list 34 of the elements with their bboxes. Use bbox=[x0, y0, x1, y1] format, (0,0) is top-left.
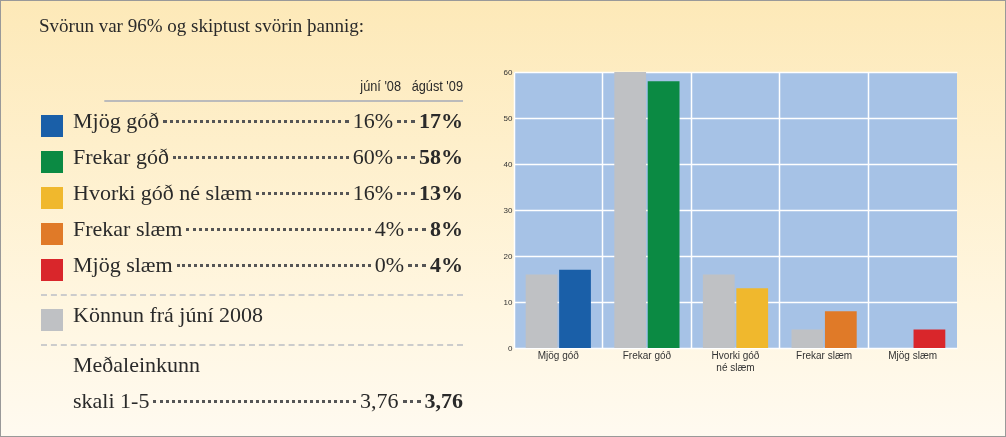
category-label: Mjög góð bbox=[73, 108, 160, 133]
text: skali 1-5 bbox=[73, 388, 150, 414]
category-label: Frekar slæm bbox=[73, 216, 183, 241]
y-tick-label: 0 bbox=[508, 343, 514, 353]
text: Svörun var 96% og skiptust svörin þannig: bbox=[39, 15, 365, 37]
text: 4% bbox=[430, 252, 463, 278]
text: 8% bbox=[430, 216, 463, 242]
x-tick-label: Frekar slæm bbox=[796, 349, 853, 361]
text: 60% bbox=[352, 144, 393, 170]
text: 13% bbox=[419, 180, 463, 206]
x-tick-label: Mjög góð bbox=[537, 349, 580, 361]
text: 4% bbox=[374, 216, 404, 242]
text: 58% bbox=[419, 144, 463, 170]
text: Meðaleinkunn bbox=[73, 352, 201, 378]
x-tick-label: Mjög slæm bbox=[888, 349, 938, 361]
y-tick-label: 60 bbox=[503, 67, 514, 77]
category-label: Frekar góð bbox=[73, 144, 169, 169]
text: 17% bbox=[419, 108, 463, 134]
category-label: Hvorki góð né slæm bbox=[73, 180, 253, 205]
category-label: Mjög slæm bbox=[73, 252, 173, 277]
text: 3,76 bbox=[424, 388, 463, 414]
y-tick-label: 20 bbox=[503, 251, 514, 261]
y-tick-label: 40 bbox=[503, 159, 514, 169]
legend-label: Könnun frá júní 2008 bbox=[73, 302, 264, 328]
text: 0% bbox=[374, 252, 404, 278]
x-tick-label: Frekar góð bbox=[622, 349, 672, 361]
y-tick-label: 50 bbox=[503, 113, 514, 123]
text: 16% bbox=[352, 108, 393, 134]
y-tick-label: 10 bbox=[503, 297, 514, 307]
x-tick-label: Hvorki góð né slæm bbox=[711, 349, 760, 373]
text: 16% bbox=[352, 180, 393, 206]
text: júní '08 ágúst '09 bbox=[360, 77, 463, 94]
y-tick-label: 30 bbox=[503, 205, 514, 215]
text: 3,76 bbox=[360, 388, 399, 414]
